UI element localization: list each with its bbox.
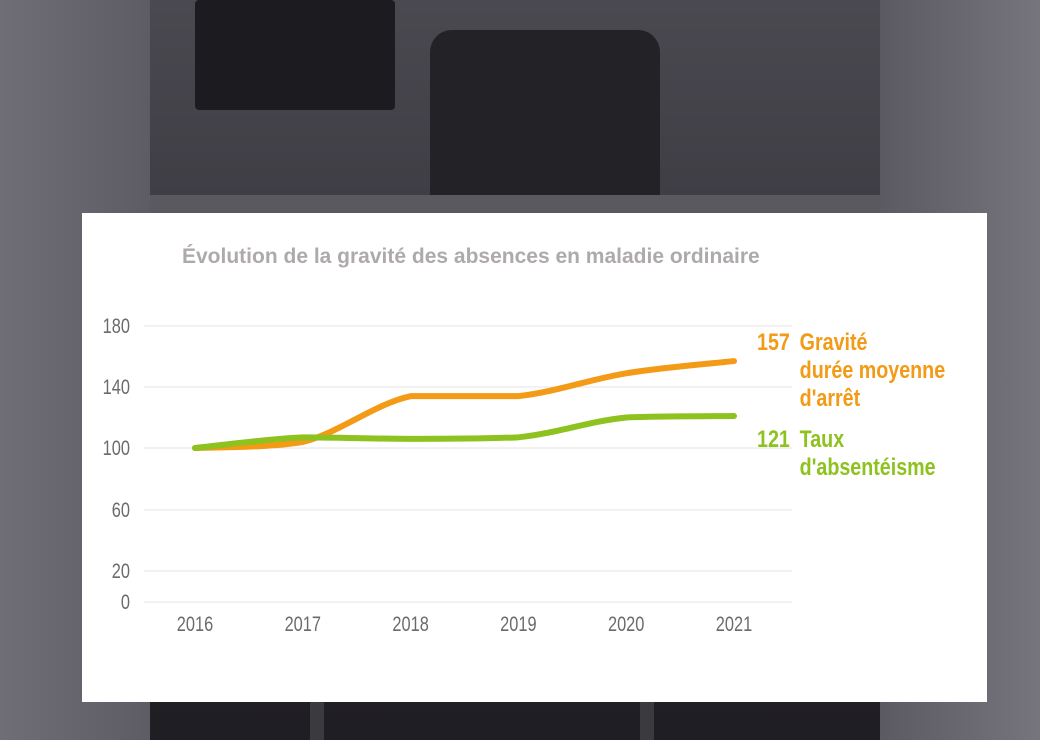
series-end-value-absenteisme: 121 <box>757 426 790 453</box>
y-tick-label: 60 <box>112 498 130 521</box>
series-name-absenteisme-line1: Taux <box>799 426 845 453</box>
series-line-gravite <box>192 358 737 451</box>
series-name-gravite-line1: Gravité <box>799 329 868 356</box>
series-name-absenteisme-line2: d'absentéisme <box>799 454 936 481</box>
x-tick-label: 2018 <box>392 612 428 635</box>
series-end-value-gravite: 157 <box>757 329 790 356</box>
background-desk-leg <box>640 700 654 740</box>
y-tick-label: 20 <box>112 559 130 582</box>
series-label-absenteisme: 121 Taux d'absentéisme <box>757 426 936 482</box>
x-tick-label: 2019 <box>500 612 536 635</box>
chart-title: Évolution de la gravité des absences en … <box>182 245 760 268</box>
chart-card: Évolution de la gravité des absences en … <box>82 213 987 702</box>
y-tick-label: 140 <box>103 375 130 398</box>
background-monitor <box>195 0 395 110</box>
x-tick-label: 2020 <box>608 612 644 635</box>
series-line-absenteisme <box>192 412 737 451</box>
x-tick-label: 2021 <box>716 612 752 635</box>
x-tick-label: 2017 <box>285 612 321 635</box>
series-name-gravite-line3: d'arrêt <box>799 385 861 412</box>
background-desk-leg <box>310 700 324 740</box>
background-desk <box>150 195 880 215</box>
y-tick-label: 0 <box>121 590 130 613</box>
chart-plot: 0 20 60 100 140 180 2016 2017 2018 2019 2020 2021 <box>103 314 792 635</box>
x-tick-label: 2016 <box>177 612 213 635</box>
y-tick-label: 100 <box>103 436 130 459</box>
series-label-gravite: 157 Gravité durée moyenne d'arrêt <box>757 329 945 413</box>
series-name-gravite-line2: durée moyenne <box>799 357 946 384</box>
background-chair <box>430 30 660 210</box>
y-tick-label: 180 <box>103 314 130 337</box>
